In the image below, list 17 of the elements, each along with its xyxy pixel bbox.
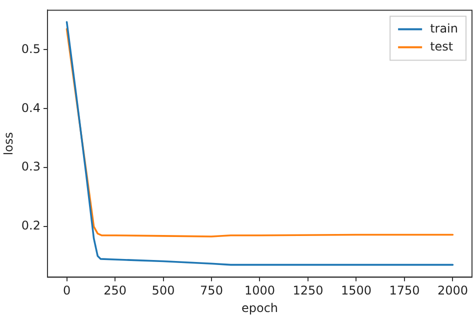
x-tick-label: 250 <box>104 284 126 298</box>
x-tick-label: 1000 <box>244 284 276 298</box>
x-tick-label: 750 <box>200 284 223 298</box>
y-tick-label: 0.5 <box>21 42 40 56</box>
x-tick-label: 0 <box>62 284 71 298</box>
x-tick-label: 1500 <box>340 284 372 298</box>
x-tick-label: 1250 <box>292 284 324 298</box>
x-tick-label: 1750 <box>389 284 420 298</box>
y-tick-label: 0.2 <box>21 218 40 233</box>
legend-label: train <box>430 21 458 36</box>
y-axis-title: loss <box>1 132 16 156</box>
legend-label: test <box>430 39 454 54</box>
x-axis-title: epoch <box>241 300 278 315</box>
x-tick-label: 500 <box>152 284 175 298</box>
y-tick-label: 0.3 <box>21 160 40 174</box>
x-tick-label: 2000 <box>437 284 468 298</box>
y-tick-label: 0.4 <box>21 100 40 115</box>
